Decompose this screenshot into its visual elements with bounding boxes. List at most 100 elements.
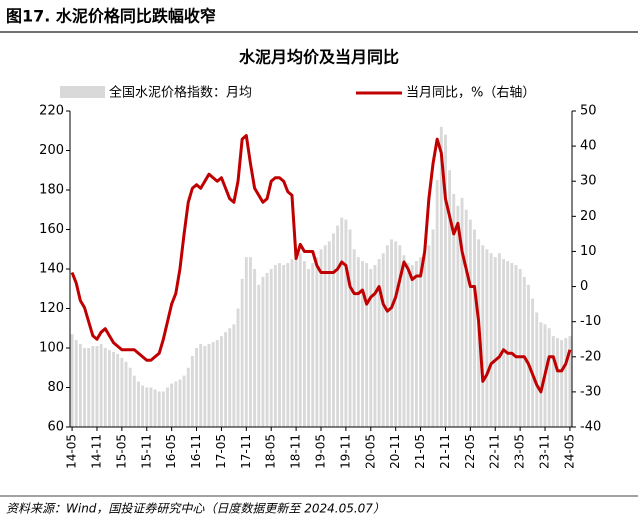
bar (485, 249, 489, 427)
bar (244, 257, 248, 427)
bar (493, 257, 497, 427)
bar (531, 298, 535, 427)
bar (556, 338, 559, 427)
bar (273, 265, 277, 427)
bar (560, 340, 564, 427)
bar (460, 197, 464, 427)
bar (547, 328, 551, 427)
line (70, 134, 572, 394)
bar (203, 346, 207, 427)
x-tick-label: 16-05 (164, 434, 178, 469)
bar (149, 387, 153, 427)
bar (240, 278, 244, 427)
bar (290, 259, 294, 427)
y-tick-label: 140 (39, 262, 64, 277)
bar (116, 353, 120, 427)
bar (539, 322, 543, 427)
x-tick-label: 22-11 (488, 434, 502, 469)
bar (207, 344, 211, 427)
bar (502, 259, 505, 427)
bar (394, 241, 398, 427)
header: 图17. 水泥价格同比跌幅收窄 (6, 7, 216, 26)
y2-tick-label: 10 (580, 244, 597, 259)
y-tick-label: 80 (47, 380, 64, 395)
y2-tick-label: -10 (580, 314, 601, 329)
x-tick-label: 23-11 (538, 434, 552, 469)
bar (103, 348, 107, 427)
x-tick-label: 23-05 (513, 434, 527, 469)
y-tick-label: 60 (47, 420, 64, 435)
bar (435, 180, 439, 427)
bar (431, 229, 435, 427)
bar (228, 328, 232, 427)
bar (302, 261, 306, 427)
y-tick-label: 120 (39, 301, 64, 316)
y2-tick-label: 0 (580, 279, 588, 294)
y-tick-label: 160 (39, 222, 64, 237)
bar (311, 263, 315, 427)
bar (257, 284, 261, 427)
legend-label: 全国水泥价格指数：月均 (109, 85, 252, 101)
bar (377, 259, 381, 427)
x-tick-label: 18-05 (264, 434, 278, 469)
legend-swatch-bar (60, 86, 105, 98)
bar (352, 249, 356, 427)
bar (406, 263, 410, 427)
bar (365, 263, 369, 427)
bar (402, 255, 406, 427)
x-tick-label: 21-11 (438, 434, 452, 469)
x-tick-label: 22-05 (463, 434, 477, 469)
bar (327, 241, 331, 427)
bar (78, 344, 82, 427)
y-tick-label: 200 (39, 143, 64, 158)
bar (390, 239, 393, 427)
bar (120, 357, 124, 427)
bar (145, 387, 149, 427)
x-tick-label: 24-05 (562, 434, 576, 469)
bar (381, 253, 385, 427)
y2-tick-label: 40 (580, 139, 597, 154)
bar (190, 355, 194, 427)
bar (253, 269, 257, 427)
bar (414, 261, 418, 427)
y2-tick-label: 30 (580, 174, 597, 189)
bar (286, 263, 290, 427)
bar (161, 391, 165, 427)
bar (215, 340, 219, 427)
bar (298, 253, 302, 427)
bar (522, 276, 526, 427)
bar (369, 269, 373, 427)
bar (261, 276, 265, 427)
y2-tick-label: 20 (580, 209, 597, 224)
bar (249, 257, 252, 427)
bar (282, 265, 286, 427)
bar (551, 336, 555, 427)
chart-title: 水泥月均价及当月同比 (239, 48, 399, 67)
y-tick-label: 220 (39, 104, 64, 119)
bar (473, 229, 476, 427)
bar (269, 269, 273, 427)
bar (107, 349, 111, 427)
bar (307, 269, 311, 427)
bar (186, 367, 190, 427)
bar (132, 375, 136, 427)
bar (419, 257, 423, 427)
bar (385, 245, 389, 427)
bar (535, 312, 539, 427)
x-tick-label: 19-05 (314, 434, 328, 469)
x-tick-label: 20-05 (363, 434, 377, 469)
bar (331, 233, 335, 427)
bar (452, 193, 456, 427)
bar (423, 253, 427, 427)
bar (70, 334, 74, 427)
bar (468, 219, 472, 427)
bar (83, 348, 86, 427)
legend-label: 当月同比，%（右轴） (406, 86, 535, 101)
source: 资料来源：Wind，国投证券研究中心（日度数据更新至 2024.05.07） (6, 502, 385, 516)
bar (157, 391, 161, 427)
y2-tick-label: -20 (580, 349, 601, 364)
x-tick-label: 17-05 (214, 434, 228, 469)
y-tick-label: 180 (39, 183, 64, 198)
bar (448, 170, 452, 427)
